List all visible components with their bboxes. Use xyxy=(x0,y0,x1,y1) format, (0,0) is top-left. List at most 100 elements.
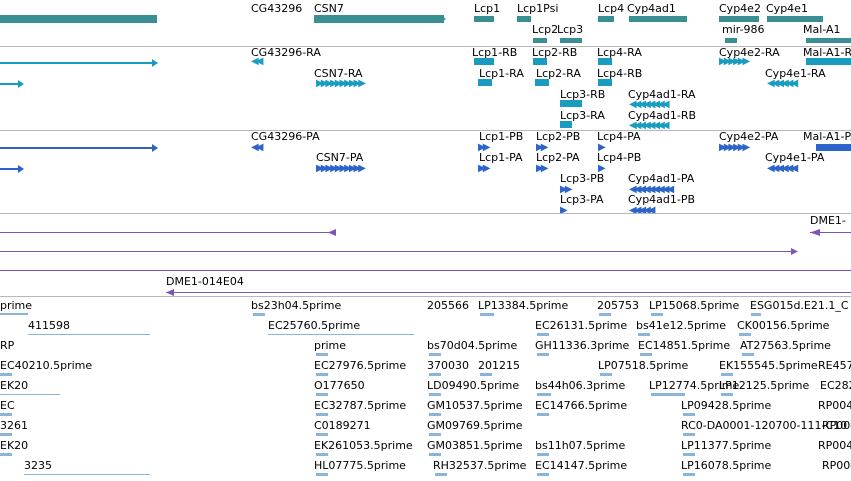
gene-feature-lcp3[interactable] xyxy=(560,38,582,43)
est-feature[interactable] xyxy=(24,474,150,475)
transcript-label[interactable]: Lcp4-RA xyxy=(597,46,642,59)
est-feature[interactable] xyxy=(683,433,695,436)
est-label[interactable]: LP09428.5prime xyxy=(681,399,772,412)
protein-label[interactable]: Cyp4ad1-PA xyxy=(628,172,695,185)
est-feature[interactable] xyxy=(268,334,414,335)
transcript-label[interactable]: Cyp4ad1-RA xyxy=(628,88,696,101)
est-label[interactable]: EC xyxy=(0,399,15,412)
transcript-label[interactable]: Cyp4e2-RA xyxy=(719,46,780,59)
est-label[interactable]: LP15068.5prime xyxy=(649,299,740,312)
est-label[interactable]: 370030 xyxy=(427,359,469,372)
gene-label[interactable]: Mal-A1 xyxy=(803,23,841,36)
est-feature[interactable] xyxy=(316,453,328,456)
est-label[interactable]: EC28211.5prime xyxy=(820,379,851,392)
est-label[interactable]: 201215 xyxy=(478,359,520,372)
clone-label[interactable]: DME1-014E04 xyxy=(166,275,244,288)
est-feature[interactable] xyxy=(316,393,328,396)
protein-label[interactable]: Mal-A1-PA xyxy=(803,130,851,143)
est-label[interactable]: RP004207855.5prime xyxy=(822,419,851,432)
protein-label[interactable]: Lcp1-PA xyxy=(479,151,523,164)
est-label[interactable]: RP004484724.5prime xyxy=(818,439,851,452)
transcript-label[interactable]: CSN7-RA xyxy=(314,67,363,80)
est-feature[interactable] xyxy=(683,473,695,476)
est-label[interactable]: LD09490.5prime xyxy=(427,379,520,392)
est-feature[interactable] xyxy=(537,393,551,396)
exon-block[interactable] xyxy=(478,79,492,86)
est-feature[interactable] xyxy=(480,373,492,376)
protein-label[interactable]: Lcp3-PB xyxy=(560,172,605,185)
transcript-line[interactable] xyxy=(0,83,22,85)
gene-label[interactable]: Lcp4 xyxy=(598,2,625,15)
transcript-label[interactable]: Lcp1-RB xyxy=(472,46,518,59)
gene-feature-mala1[interactable] xyxy=(806,38,851,43)
gene-feature-lcp4[interactable] xyxy=(598,16,614,22)
est-label[interactable]: LP13384.5prime xyxy=(478,299,569,312)
est-feature[interactable] xyxy=(429,433,441,436)
est-feature[interactable] xyxy=(600,373,612,376)
gene-feature-mir986[interactable] xyxy=(725,38,737,43)
gene-feature-cyp4e2[interactable] xyxy=(719,16,759,22)
transcript-label[interactable]: Cyp4ad1-RB xyxy=(628,109,697,122)
protein-label[interactable]: Lcp2-PA xyxy=(536,151,580,164)
est-label[interactable]: prime xyxy=(0,299,33,312)
protein-label[interactable]: Lcp1-PB xyxy=(479,130,524,143)
gene-feature-lcp1[interactable] xyxy=(474,16,494,22)
est-label[interactable]: RC0-DA0001-120700-111-C10 xyxy=(681,419,848,432)
est-label[interactable]: EK261053.5prime xyxy=(314,439,413,452)
est-feature[interactable] xyxy=(651,393,685,396)
est-label[interactable]: RH32537.5prime xyxy=(433,459,527,472)
est-feature[interactable] xyxy=(480,313,494,316)
est-label[interactable]: EK20 xyxy=(0,439,29,452)
gene-feature-lcp1psi[interactable] xyxy=(517,16,531,22)
est-label[interactable]: C0189271 xyxy=(314,419,371,432)
exon-block[interactable] xyxy=(560,121,572,128)
est-feature[interactable] xyxy=(0,413,12,416)
protein-label[interactable]: Lcp4-PA xyxy=(597,130,641,143)
est-feature[interactable] xyxy=(537,353,549,356)
clone-line[interactable] xyxy=(0,251,796,252)
est-label[interactable]: bs44h06.3prime xyxy=(535,379,626,392)
est-feature[interactable] xyxy=(316,433,328,436)
est-feature[interactable] xyxy=(537,453,549,456)
transcript-label[interactable]: Lcp4-RB xyxy=(597,67,643,80)
transcript-label[interactable]: Cyp4e1-RA xyxy=(765,67,826,80)
est-label[interactable]: LP16078.5prime xyxy=(681,459,772,472)
est-label[interactable]: RE45723.5prime xyxy=(818,359,851,372)
protein-label[interactable]: Cyp4e1-PA xyxy=(765,151,825,164)
est-label[interactable]: bs23h04.5prime xyxy=(251,299,342,312)
est-label[interactable]: EC25760.5prime xyxy=(268,319,361,332)
transcript-label[interactable]: Lcp3-RB xyxy=(560,88,606,101)
protein-line[interactable] xyxy=(0,147,157,149)
est-feature[interactable] xyxy=(0,313,28,315)
est-label[interactable]: EK155545.5prime xyxy=(719,359,818,372)
exon-block[interactable] xyxy=(598,79,612,86)
protein-label[interactable]: Cyp4e2-PA xyxy=(719,130,779,143)
est-feature[interactable] xyxy=(742,353,754,356)
clone-line[interactable] xyxy=(810,232,851,233)
exon-block[interactable] xyxy=(535,79,549,86)
est-feature[interactable] xyxy=(316,473,328,476)
est-label[interactable]: RP004204917.5prime xyxy=(822,459,851,472)
est-label[interactable]: RP xyxy=(0,339,15,352)
protein-label[interactable]: Lcp3-PA xyxy=(560,193,604,206)
est-label[interactable]: ESG015d.E21.1_C xyxy=(750,299,849,312)
est-label[interactable]: 205753 xyxy=(597,299,639,312)
est-label[interactable]: EC14851.5prime xyxy=(638,339,731,352)
exon-block[interactable] xyxy=(598,58,612,65)
est-label[interactable]: prime xyxy=(314,339,347,352)
gene-label[interactable]: Cyp4e2 xyxy=(719,2,761,15)
est-label[interactable]: EC40210.5prime xyxy=(0,359,93,372)
est-label[interactable]: bs70d04.5prime xyxy=(427,339,518,352)
est-label[interactable]: O177650 xyxy=(314,379,365,392)
gene-label[interactable]: mir-986 xyxy=(722,23,765,36)
protein-line[interactable] xyxy=(0,168,22,170)
est-label[interactable]: EC14147.5prime xyxy=(535,459,628,472)
transcript-label[interactable]: CG43296-RA xyxy=(251,46,321,59)
transcript-line[interactable] xyxy=(0,62,157,64)
est-feature[interactable] xyxy=(721,393,733,396)
protein-label[interactable]: Lcp2-PB xyxy=(536,130,581,143)
est-label[interactable]: bs11h07.5prime xyxy=(535,439,626,452)
exon-block[interactable] xyxy=(533,58,547,65)
est-label[interactable]: 205566 xyxy=(427,299,469,312)
